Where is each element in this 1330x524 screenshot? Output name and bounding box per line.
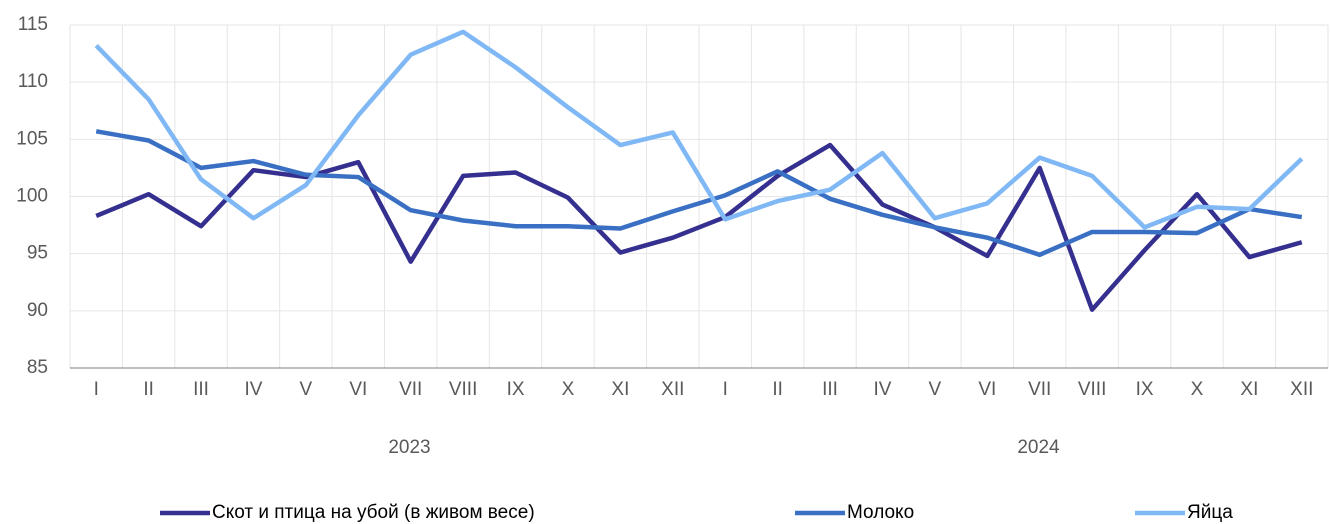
x-tick-label: III	[822, 379, 838, 400]
group-label: 2023	[388, 437, 430, 458]
x-tick-label: IX	[1136, 379, 1154, 400]
x-tick-label: VI	[978, 379, 996, 400]
x-tick-label: III	[193, 379, 209, 400]
y-tick-label: 110	[18, 71, 48, 92]
x-tick-label: IX	[507, 379, 525, 400]
y-tick-label: 95	[27, 243, 48, 264]
series-line	[94, 29, 1304, 230]
x-tick-label: VIII	[449, 379, 478, 400]
x-tick-label: VII	[399, 379, 422, 400]
x-tick-label: V	[300, 379, 313, 400]
y-tick-label: 100	[16, 186, 48, 207]
x-tick-label: XII	[1290, 379, 1313, 400]
x-tick-label: I	[94, 379, 99, 400]
x-tick-label: XI	[611, 379, 629, 400]
x-tick-label: X	[1191, 379, 1204, 400]
x-tick-label: XII	[661, 379, 684, 400]
x-tick-label: IV	[873, 379, 891, 400]
x-tick-label: IV	[244, 379, 262, 400]
x-tick-label: X	[562, 379, 575, 400]
y-tick-label: 85	[27, 357, 48, 378]
series-line	[95, 142, 1303, 312]
series-line	[95, 129, 1303, 258]
y-tick-label: 90	[27, 300, 48, 321]
x-tick-label: VIII	[1078, 379, 1107, 400]
x-tick-label: II	[772, 379, 783, 400]
x-tick-label: XI	[1240, 379, 1258, 400]
x-tick-label: VII	[1028, 379, 1051, 400]
legend-label: Яйца	[1187, 502, 1233, 523]
y-tick-label: 105	[16, 128, 48, 149]
x-tick-label: V	[929, 379, 942, 400]
group-label: 2024	[1017, 437, 1060, 458]
legend-label: Скот и птица на убой (в живом весе)	[212, 502, 535, 523]
x-tick-label: II	[143, 379, 154, 400]
x-tick-label: VI	[349, 379, 367, 400]
y-tick-label: 115	[18, 14, 48, 35]
legend-label: Молоко	[847, 502, 914, 523]
x-tick-label: I	[723, 379, 728, 400]
